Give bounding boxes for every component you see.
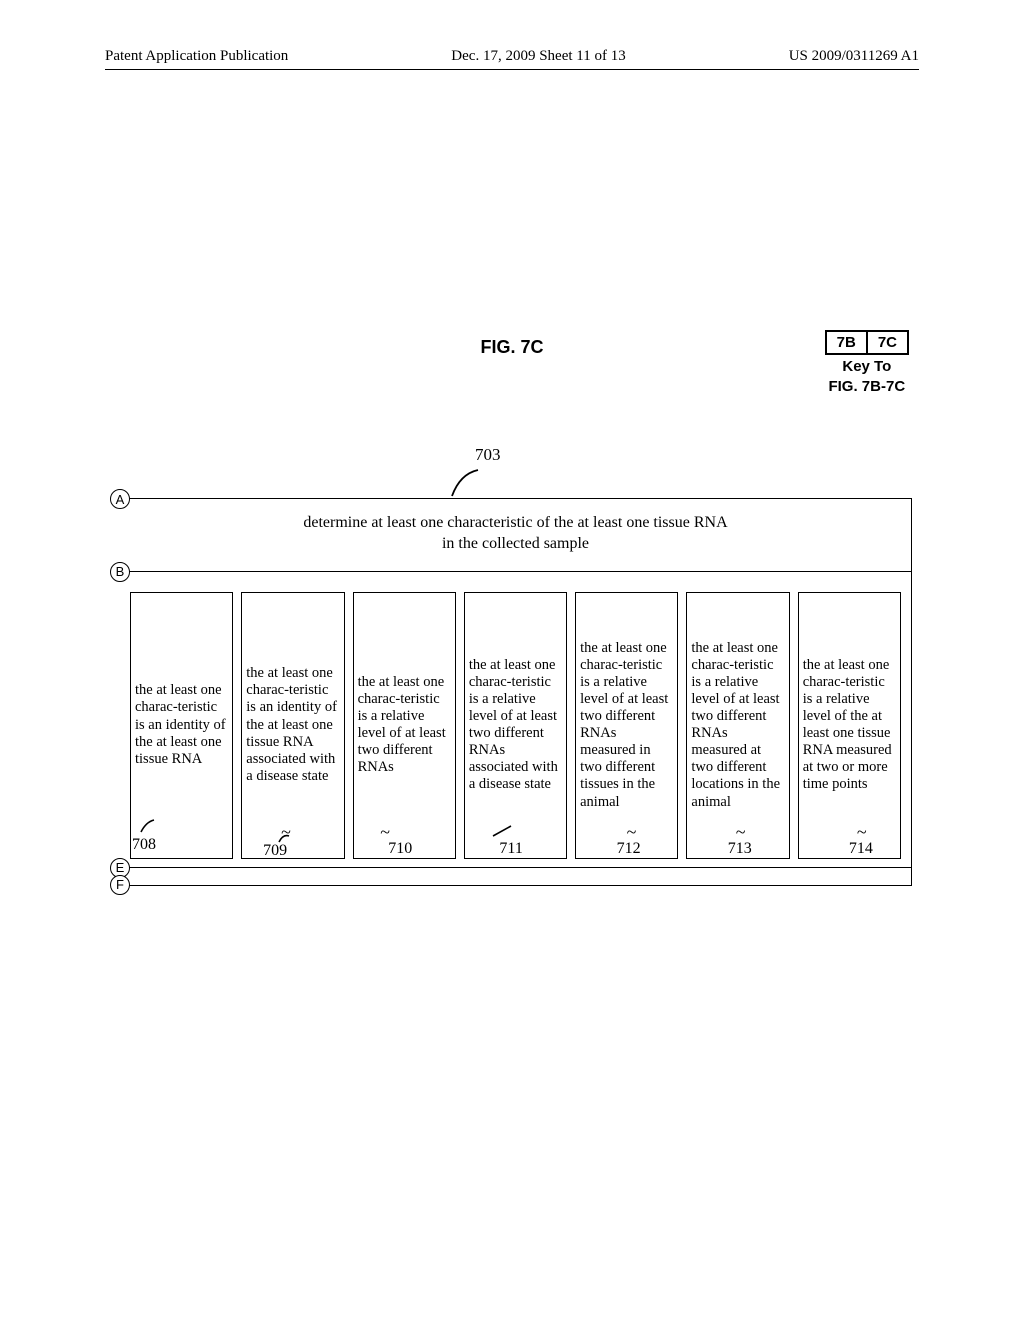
leader-703-icon bbox=[448, 468, 488, 498]
header-left: Patent Application Publication bbox=[105, 48, 288, 65]
key-label-1: Key To bbox=[825, 358, 909, 375]
ref-713-cell: ~ 713 bbox=[686, 836, 799, 858]
connector-f: F bbox=[110, 875, 130, 895]
page-header: Patent Application Publication Dec. 17, … bbox=[105, 48, 919, 70]
connector-b: B bbox=[110, 562, 130, 582]
leader-708-icon bbox=[138, 818, 158, 834]
box-713: the at least one charac-teristic is a re… bbox=[686, 592, 789, 859]
header-right: US 2009/0311269 A1 bbox=[789, 48, 919, 65]
box-709: the at least one charac-teristic is an i… bbox=[241, 592, 344, 859]
ref-710-cell: ~ 710 bbox=[346, 836, 459, 858]
title-line-2: in the collected sample bbox=[130, 534, 901, 555]
box-703-title: determine at least one characteristic of… bbox=[120, 499, 911, 571]
ref-710: 710 bbox=[388, 840, 412, 858]
ref-703: 703 bbox=[475, 445, 501, 465]
title-line-1: determine at least one characteristic of… bbox=[130, 513, 901, 534]
leader-711-icon bbox=[491, 824, 515, 838]
ref-714-cell: ~ 714 bbox=[799, 836, 912, 858]
connector-a: A bbox=[110, 489, 130, 509]
ref-709: 709 bbox=[263, 842, 287, 860]
ref-713: 713 bbox=[728, 840, 752, 858]
box-714: the at least one charac-teristic is a re… bbox=[798, 592, 901, 859]
ref-709-cell: ~ 709 bbox=[233, 836, 346, 858]
key-label-2: FIG. 7B-7C bbox=[825, 378, 909, 395]
header-center: Dec. 17, 2009 Sheet 11 of 13 bbox=[451, 48, 625, 65]
ref-708-cell: 708 bbox=[120, 836, 233, 858]
ref-714: 714 bbox=[849, 840, 873, 858]
diagram-703: A determine at least one characteristic … bbox=[120, 498, 912, 886]
key-cell-7c: 7C bbox=[866, 332, 907, 353]
ref-711-cell: 711 bbox=[459, 836, 572, 858]
box-712: the at least one charac-teristic is a re… bbox=[575, 592, 678, 859]
characteristic-boxes-row: the at least one charac-teristic is an i… bbox=[120, 572, 911, 867]
figure-key: 7B 7C Key To FIG. 7B-7C bbox=[825, 330, 909, 395]
key-cells: 7B 7C bbox=[825, 330, 909, 355]
divider-e: E bbox=[120, 867, 911, 885]
divider-b: B the at least one charac-teristic is an… bbox=[120, 571, 911, 867]
key-cell-7b: 7B bbox=[827, 332, 866, 353]
ref-712-cell: ~ 712 bbox=[573, 836, 686, 858]
ref-711: 711 bbox=[499, 840, 522, 858]
ref-708: 708 bbox=[132, 836, 156, 854]
box-710: the at least one charac-teristic is a re… bbox=[353, 592, 456, 859]
ref-numbers-row: 708 ~ 709 ~ 710 711 ~ 712 ~ 713 ~ 714 bbox=[120, 836, 912, 858]
ref-712: 712 bbox=[617, 840, 641, 858]
box-711: the at least one charac-teristic is a re… bbox=[464, 592, 567, 859]
